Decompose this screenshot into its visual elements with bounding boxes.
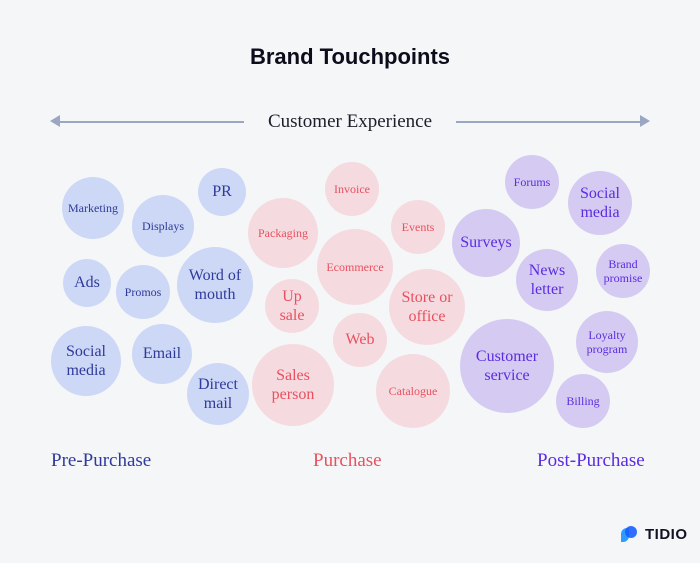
bubble-store-or-office: Store or office [389, 269, 465, 345]
bubble-word-of-mouth: Word of mouth [177, 247, 253, 323]
bubble-web: Web [333, 313, 387, 367]
bubble-surveys: Surveys [452, 209, 520, 277]
bubble-social-media-pre: Social media [51, 326, 121, 396]
page-title: Brand Touchpoints [249, 44, 451, 69]
arrow-right-icon [640, 115, 650, 127]
bubble-invoice: Invoice [325, 162, 379, 216]
customer-experience-axis: Customer Experience [0, 110, 700, 134]
bubble-news-letter: News letter [516, 249, 578, 311]
bubble-promos: Promos [116, 265, 170, 319]
axis-line-left [56, 121, 244, 123]
bubble-billing: Billing [556, 374, 610, 428]
bubble-forums: Forums [505, 155, 559, 209]
category-purchase: Purchase [313, 450, 382, 471]
bubble-loyalty-program: Loyalty program [576, 311, 638, 373]
bubble-social-media-post: Social media [568, 171, 632, 235]
bubble-ecommerce: Ecommerce [317, 229, 393, 305]
bubble-up-sale: Up sale [265, 279, 319, 333]
bubble-displays: Displays [132, 195, 194, 257]
bubble-marketing: Marketing [62, 177, 124, 239]
axis-label: Customer Experience [267, 111, 433, 132]
bubble-catalogue: Catalogue [376, 354, 450, 428]
tidio-logo-icon [621, 526, 637, 542]
category-pre-purchase: Pre-Purchase [51, 450, 152, 471]
bubble-direct-mail: Direct mail [187, 363, 249, 425]
bubble-events: Events [391, 200, 445, 254]
axis-line-right [456, 121, 644, 123]
bubble-ads: Ads [63, 259, 111, 307]
arrow-left-icon [50, 115, 60, 127]
bubble-email: Email [132, 324, 192, 384]
category-post-purchase: Post-Purchase [537, 450, 645, 471]
tidio-logo: TIDIO [619, 524, 688, 544]
bubble-brand-promise: Brand promise [596, 244, 650, 298]
bubble-customer-service: Customer service [460, 319, 554, 413]
bubble-sales-person: Sales person [252, 344, 334, 426]
tidio-logo-text: TIDIO [645, 525, 688, 543]
bubble-pr: PR [198, 168, 246, 216]
bubble-packaging: Packaging [248, 198, 318, 268]
